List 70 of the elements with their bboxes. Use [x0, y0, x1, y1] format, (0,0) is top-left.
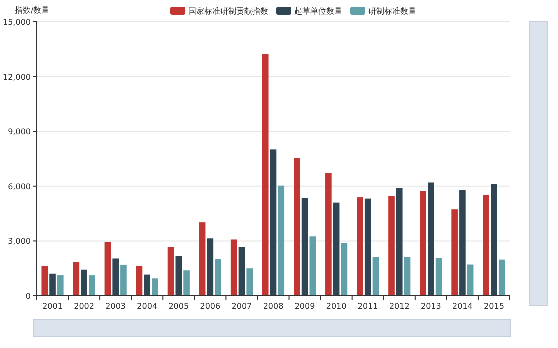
bar — [404, 257, 411, 296]
bar — [278, 186, 285, 296]
bar — [420, 191, 426, 296]
bar — [144, 274, 151, 296]
bar — [452, 210, 458, 296]
bar — [498, 260, 506, 296]
bar — [357, 198, 364, 296]
bar — [460, 190, 466, 296]
bar — [152, 278, 158, 296]
bar — [57, 276, 64, 296]
bar — [341, 243, 348, 296]
bar — [73, 262, 80, 296]
bar — [294, 158, 300, 296]
bar — [467, 264, 474, 296]
x-tick-label: 2015 — [484, 302, 504, 311]
x-tick-label: 2013 — [420, 302, 442, 311]
bar — [310, 236, 316, 296]
bar — [333, 202, 340, 296]
bar — [483, 195, 490, 296]
x-tick-label: 2005 — [168, 302, 190, 311]
x-tick-label: 2009 — [294, 302, 316, 311]
bar — [104, 242, 112, 296]
bar — [270, 150, 277, 296]
legend-label: 起草单位数量 — [294, 7, 342, 16]
x-tick-label: 2010 — [326, 302, 347, 311]
x-tick-label: 2014 — [452, 302, 473, 311]
bar — [207, 238, 214, 296]
bar — [168, 247, 174, 296]
bar — [428, 182, 434, 296]
y-tick-label: 6,000 — [8, 182, 31, 192]
legend-label: 研制标准数量 — [368, 7, 416, 16]
y-tick-label: 3,000 — [8, 237, 31, 246]
bar — [81, 270, 88, 296]
bar — [230, 240, 238, 296]
x-tick-label: 2006 — [200, 302, 221, 311]
x-tick-label: 2012 — [389, 302, 410, 311]
bar — [176, 256, 182, 296]
y-tick-label: 12,000 — [3, 72, 31, 82]
bar — [364, 198, 372, 296]
bar — [246, 268, 254, 296]
bar — [184, 270, 190, 296]
bar — [238, 247, 246, 296]
x-tick-label: 2004 — [137, 302, 158, 311]
bar — [326, 173, 332, 296]
bar — [215, 259, 222, 296]
bar — [112, 258, 119, 296]
x-tick-label: 2011 — [358, 302, 378, 311]
y-tick-label: 9,000 — [8, 128, 31, 137]
bar — [262, 54, 269, 296]
bar — [89, 276, 96, 296]
x-tick-label: 2001 — [42, 302, 63, 311]
x-tick-label: 2007 — [232, 302, 252, 311]
bar — [136, 266, 143, 296]
x-tick-label: 2002 — [74, 302, 94, 311]
bar — [396, 188, 403, 296]
bar — [491, 184, 498, 296]
bar — [199, 222, 206, 296]
x-tick-label: 2003 — [106, 302, 126, 311]
y-axis-title: 指数/数量 — [14, 6, 50, 15]
bar — [372, 257, 380, 296]
bar — [302, 198, 308, 296]
bar — [388, 196, 395, 296]
y-tick-label: 0 — [26, 292, 31, 301]
legend-label: 国家标准研制贡献指数 — [188, 7, 268, 16]
x-tick-label: 2008 — [263, 302, 284, 311]
bar — [436, 258, 442, 296]
y-tick-label: 15,000 — [3, 18, 31, 27]
bar — [50, 274, 56, 296]
bar — [120, 264, 127, 296]
bar — [42, 266, 48, 296]
